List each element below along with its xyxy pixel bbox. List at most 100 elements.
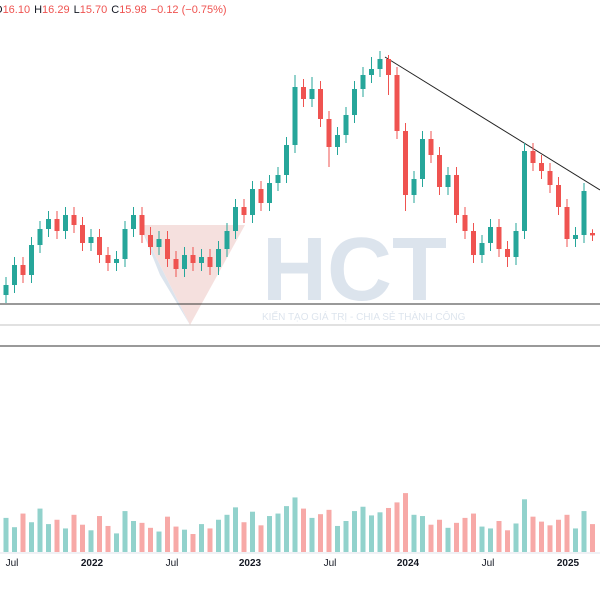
- volume-bar: [547, 525, 553, 552]
- volume-bar: [369, 515, 374, 552]
- time-label: 2024: [397, 558, 420, 569]
- candle-body: [352, 89, 357, 115]
- time-label: Jul: [6, 558, 19, 569]
- volume-bar: [63, 528, 68, 552]
- volume-bars: [3, 493, 595, 552]
- volume-bar: [411, 514, 417, 552]
- candle-body: [216, 249, 221, 267]
- volume-bar: [275, 513, 281, 552]
- candle-body: [114, 259, 119, 263]
- volume-bar: [428, 524, 434, 552]
- volume-bar: [326, 509, 332, 552]
- volume-bar: [114, 533, 119, 552]
- volume-bar: [454, 522, 459, 552]
- ohlc-key: C: [111, 4, 119, 16]
- volume-bar: [20, 513, 26, 552]
- volume-bar: [139, 522, 145, 552]
- candle-body: [437, 155, 442, 187]
- candle-body: [479, 243, 485, 255]
- volume-bar: [165, 516, 170, 552]
- volume-bar: [224, 514, 230, 552]
- time-label: Jul: [324, 558, 337, 569]
- candle-body: [547, 171, 553, 185]
- ohlc-value: 16.10: [3, 4, 31, 16]
- candle-body: [420, 139, 425, 179]
- candle-body: [54, 219, 60, 231]
- time-label: Jul: [166, 558, 179, 569]
- ohlc-key: H: [34, 4, 42, 16]
- candle-body: [88, 237, 94, 243]
- trend-line: [384, 56, 600, 191]
- candle-body: [224, 231, 230, 249]
- candle-body: [428, 139, 434, 155]
- candle-body: [471, 231, 476, 255]
- volume-bar: [539, 521, 544, 552]
- candle-body: [156, 239, 162, 247]
- volume-bar: [581, 511, 587, 552]
- volume-bar: [241, 522, 247, 552]
- volume-bar: [105, 525, 111, 552]
- candle-body: [258, 189, 264, 203]
- volume-bar: [97, 516, 102, 552]
- volume-bar: [564, 514, 570, 552]
- candle-body: [199, 257, 204, 263]
- candle-body: [71, 215, 77, 225]
- volume-bar: [590, 524, 595, 552]
- volume-bar: [335, 525, 340, 552]
- watermark: HCT KIẾN TẠO GIÁ TRỊ - CHIA SẺ THÀNH CÔN…: [140, 220, 466, 325]
- candle-body: [292, 87, 298, 145]
- volume-bar: [71, 514, 77, 552]
- candle-body: [522, 151, 527, 231]
- candle-body: [513, 231, 519, 257]
- volume-bar: [292, 497, 298, 552]
- candle-body: [250, 189, 255, 215]
- candle-body: [326, 119, 332, 147]
- candle-body: [182, 255, 187, 269]
- candle-body: [556, 185, 561, 207]
- candle-body: [165, 239, 170, 259]
- candle-body: [369, 69, 374, 75]
- candle-body: [233, 207, 238, 231]
- volume-bar: [377, 512, 383, 552]
- volume-bar: [318, 514, 323, 552]
- candle-body: [97, 237, 102, 255]
- volume-bar: [471, 513, 476, 552]
- candle-body: [131, 215, 136, 229]
- candle-body: [530, 151, 536, 163]
- volume-bar: [54, 519, 60, 552]
- volume-bar: [284, 506, 289, 552]
- candle-body: [377, 59, 383, 69]
- volume-bar: [233, 507, 238, 552]
- volume-bar: [258, 525, 264, 552]
- volume-bar: [199, 524, 204, 552]
- volume-bar: [29, 522, 34, 552]
- candle-body: [505, 249, 510, 257]
- ohlc-value: 15.98: [119, 4, 147, 16]
- candle-body: [148, 235, 153, 247]
- candle-body: [29, 245, 34, 275]
- volume-bar: [522, 499, 527, 552]
- candles: [3, 51, 595, 303]
- candle-body: [573, 235, 578, 239]
- candle-body: [454, 175, 459, 215]
- candle-body: [267, 183, 272, 203]
- time-label: 2023: [239, 558, 262, 569]
- volume-bar: [530, 516, 536, 552]
- ohlc-key: L: [74, 4, 80, 16]
- candle-body: [590, 233, 595, 236]
- volume-bar: [3, 517, 9, 552]
- volume-bar: [488, 528, 493, 552]
- volume-bar: [207, 528, 213, 552]
- candle-body: [173, 259, 179, 269]
- volume-bar: [122, 511, 128, 552]
- volume-bar: [12, 527, 17, 552]
- candle-body: [37, 229, 43, 245]
- volume-bar: [37, 508, 43, 552]
- candle-body: [360, 75, 366, 89]
- volume-bar: [267, 516, 272, 552]
- volume-bar: [445, 527, 451, 552]
- candle-body: [403, 131, 408, 195]
- volume-bar: [556, 519, 561, 552]
- candle-body: [105, 255, 111, 263]
- volume-bar: [360, 506, 366, 552]
